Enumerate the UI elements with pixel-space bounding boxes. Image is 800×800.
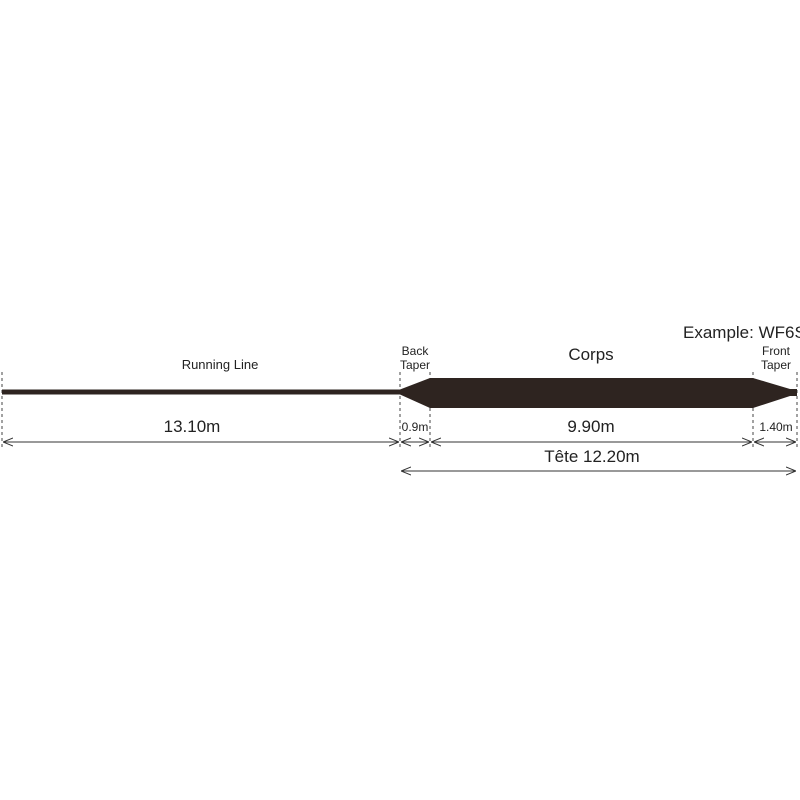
body-shape bbox=[429, 378, 754, 408]
body-label: Corps bbox=[568, 345, 613, 364]
running-line-length: 13.10m bbox=[164, 417, 221, 436]
running-line-label: Running Line bbox=[182, 357, 259, 372]
front-taper-label-1: Front bbox=[762, 344, 791, 358]
back-taper-shape bbox=[400, 378, 430, 408]
back-taper-label-1: Back bbox=[402, 344, 430, 358]
running-line-shape bbox=[2, 389, 401, 395]
back-taper-label-2: Taper bbox=[400, 358, 430, 372]
front-taper-length: 1.40m bbox=[759, 420, 792, 434]
front-taper-label-2: Taper bbox=[761, 358, 791, 372]
front-taper-shape bbox=[753, 378, 797, 408]
head-total-length: Tête 12.20m bbox=[544, 447, 639, 466]
back-taper-length: 0.9m bbox=[402, 420, 429, 434]
body-length: 9.90m bbox=[567, 417, 614, 436]
example-label: Example: WF6S3 bbox=[683, 323, 800, 342]
